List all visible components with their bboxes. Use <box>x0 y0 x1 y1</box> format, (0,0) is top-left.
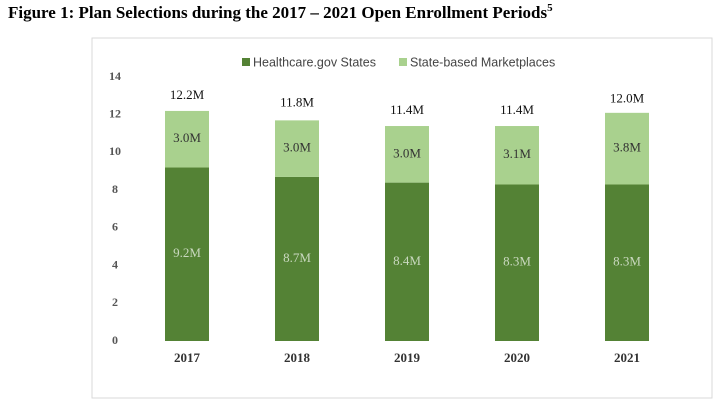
y-tick-label: 6 <box>112 220 118 234</box>
bar-segment <box>495 184 539 341</box>
value-label: 3.1M <box>503 146 531 161</box>
bar-segment <box>495 126 539 185</box>
bar-segment <box>165 110 209 168</box>
legend-label: State-based Marketplaces <box>410 55 555 69</box>
y-tick-label: 12 <box>109 106 121 120</box>
x-tick-label: 2019 <box>394 350 421 365</box>
value-label: 3.8M <box>613 140 641 155</box>
title-text: Figure 1: Plan Selections during the 201… <box>8 3 548 22</box>
bar-segment <box>275 176 319 341</box>
legend-swatch <box>242 58 250 66</box>
legend-label: Healthcare.gov States <box>253 55 376 69</box>
legend-swatch <box>399 58 407 66</box>
value-label: 8.3M <box>503 254 531 269</box>
total-label: 12.2M <box>170 87 205 102</box>
x-tick-label: 2017 <box>174 350 201 365</box>
x-tick-label: 2021 <box>614 350 640 365</box>
value-label: 8.4M <box>393 253 421 268</box>
y-tick-label: 8 <box>112 182 118 196</box>
chart-frame <box>91 37 713 399</box>
total-label: 11.4M <box>390 102 424 117</box>
bar-segment <box>385 182 429 341</box>
x-tick-label: 2020 <box>504 350 530 365</box>
value-label: 8.7M <box>283 250 311 265</box>
y-tick-label: 0 <box>112 333 118 347</box>
y-tick-label: 10 <box>109 144 121 158</box>
value-label: 3.0M <box>283 140 311 155</box>
title-superscript: 5 <box>547 2 553 14</box>
value-label: 8.3M <box>613 254 641 269</box>
bar-segment <box>605 112 649 185</box>
bar-segment <box>165 167 209 341</box>
value-label: 3.0M <box>393 145 421 160</box>
y-tick-label: 4 <box>112 257 118 271</box>
value-label: 3.0M <box>173 130 201 145</box>
y-tick-label: 14 <box>109 69 121 83</box>
chart-title: Figure 1: Plan Selections during the 201… <box>8 2 553 22</box>
bar-segment <box>275 120 319 177</box>
total-label: 11.8M <box>280 94 314 109</box>
total-label: 12.0M <box>610 91 645 106</box>
y-tick-label: 2 <box>112 295 118 309</box>
bar-segment <box>605 184 649 341</box>
bar-segment <box>385 126 429 183</box>
x-tick-label: 2018 <box>284 350 311 365</box>
value-label: 9.2M <box>173 245 201 260</box>
total-label: 11.4M <box>500 102 534 117</box>
